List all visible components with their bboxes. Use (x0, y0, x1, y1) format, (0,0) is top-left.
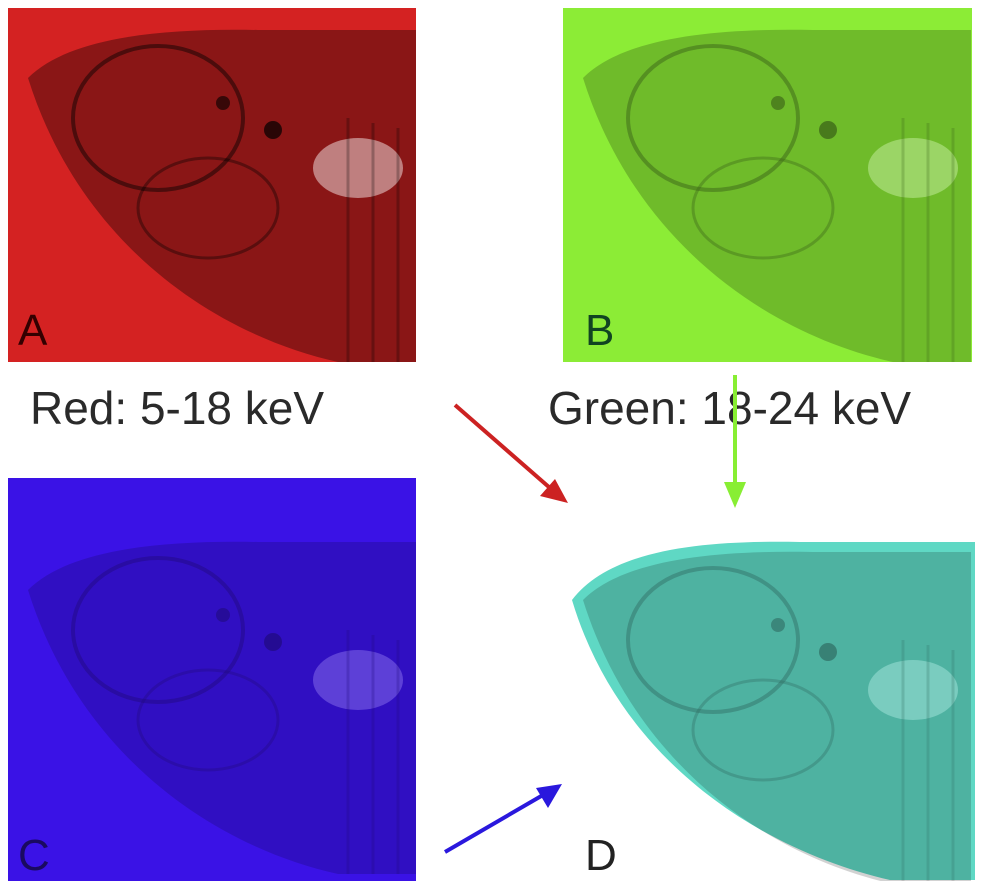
figure: A B C D Red: 5-18 keV Green: 18-24 keV (0, 0, 1001, 881)
panel-label: A (18, 306, 48, 355)
panel-label: D (585, 831, 617, 880)
panel-label: B (585, 306, 614, 355)
panel-b: B (563, 8, 972, 362)
page: A B C D Red: 5-18 keV Green: 18-24 keV (… (0, 0, 1001, 881)
caption-red: Red: 5-18 keV (30, 382, 324, 434)
panel-d: D (572, 542, 975, 881)
caption-green: Green: 18-24 keV (548, 382, 911, 434)
panel-a: A (8, 8, 416, 362)
arrow-blue (445, 784, 562, 852)
panel-label: C (18, 831, 50, 880)
panel-c: C (8, 478, 416, 881)
